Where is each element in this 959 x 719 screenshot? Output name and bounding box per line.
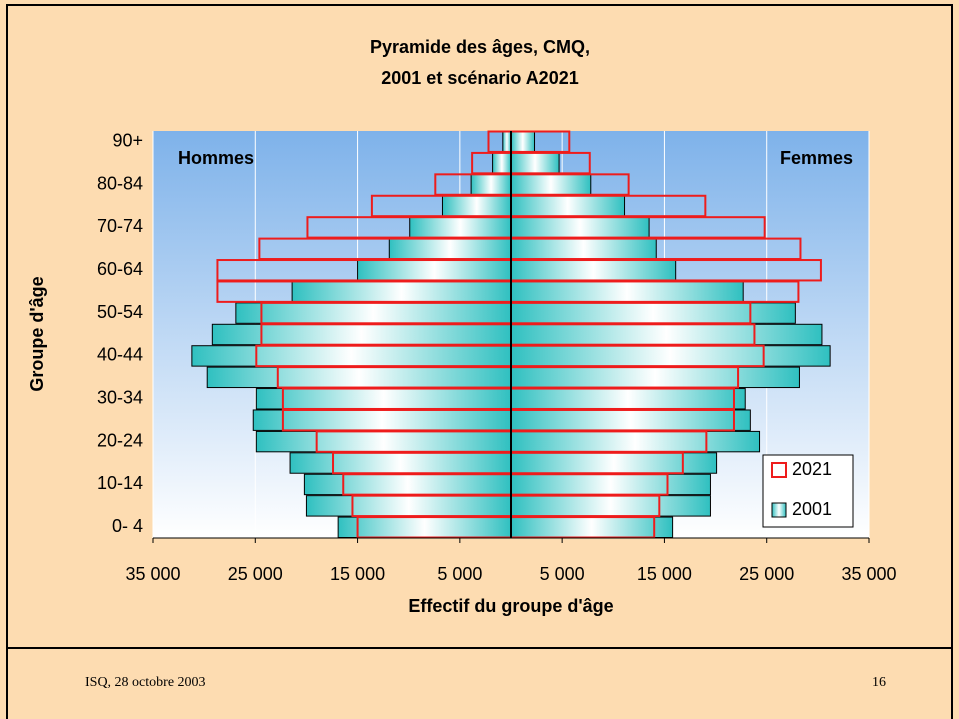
bar — [510, 173, 592, 196]
bar — [510, 195, 626, 217]
bar — [510, 152, 560, 174]
y-tick-label: 60-64 — [97, 259, 143, 279]
bar — [337, 516, 512, 538]
bar — [388, 238, 512, 260]
bar — [206, 366, 512, 389]
bar — [441, 195, 512, 217]
bar — [510, 366, 800, 389]
y-tick-label: 90+ — [112, 130, 143, 150]
bar — [255, 388, 512, 410]
bar — [510, 409, 751, 431]
right-label: Femmes — [780, 148, 853, 168]
bar — [409, 216, 512, 239]
legend-label: 2001 — [792, 499, 832, 519]
y-tick-label: 50-54 — [97, 302, 143, 322]
y-tick-label: 30-34 — [97, 388, 143, 408]
y-tick-label: 80-84 — [97, 173, 143, 193]
bar — [252, 409, 512, 431]
legend-swatch — [771, 462, 787, 478]
x-tick-label: 15 000 — [330, 564, 385, 584]
bar — [291, 280, 512, 303]
bar — [191, 345, 512, 367]
bar — [510, 280, 744, 303]
bar — [289, 452, 512, 474]
x-tick-label: 35 000 — [841, 564, 896, 584]
bar — [510, 216, 650, 239]
bar — [211, 323, 512, 346]
footer-left: ISQ, 28 octobre 2003 — [85, 675, 206, 690]
bar — [510, 131, 536, 153]
bar — [492, 152, 512, 174]
bar — [357, 259, 512, 281]
y-tick-label: 10-14 — [97, 473, 143, 493]
bar — [510, 259, 677, 281]
y-tick-label: 70-74 — [97, 216, 143, 236]
legend-label: 2021 — [792, 459, 832, 479]
chart-title: 2001 et scénario A2021 — [381, 68, 578, 88]
x-tick-label: 35 000 — [125, 564, 180, 584]
y-tick-label: 40-44 — [97, 345, 143, 365]
bar — [510, 238, 657, 260]
x-axis-label: Effectif du groupe d'âge — [408, 596, 613, 616]
bar — [510, 323, 823, 346]
bar — [510, 345, 831, 367]
chart-title: Pyramide des âges, CMQ, — [370, 37, 590, 57]
x-tick-label: 25 000 — [739, 564, 794, 584]
left-label: Hommes — [178, 148, 254, 168]
bar — [510, 473, 711, 496]
bar — [470, 173, 512, 196]
legend-swatch — [771, 502, 787, 518]
bar — [305, 495, 512, 517]
bar — [303, 473, 512, 496]
bar — [235, 302, 512, 324]
x-tick-label: 5 000 — [437, 564, 482, 584]
y-axis-label: Groupe d'âge — [27, 276, 47, 391]
x-tick-label: 15 000 — [637, 564, 692, 584]
footer-right: 16 — [872, 675, 886, 690]
bar — [510, 452, 718, 474]
bar — [510, 430, 761, 453]
bar — [510, 388, 746, 410]
bar — [510, 516, 674, 538]
x-tick-label: 5 000 — [540, 564, 585, 584]
y-tick-label: 20-24 — [97, 430, 143, 450]
bar — [510, 495, 711, 517]
y-tick-label: 0- 4 — [112, 516, 143, 536]
bar — [502, 131, 512, 153]
x-tick-label: 25 000 — [228, 564, 283, 584]
bar — [510, 302, 796, 324]
bar — [255, 430, 512, 453]
